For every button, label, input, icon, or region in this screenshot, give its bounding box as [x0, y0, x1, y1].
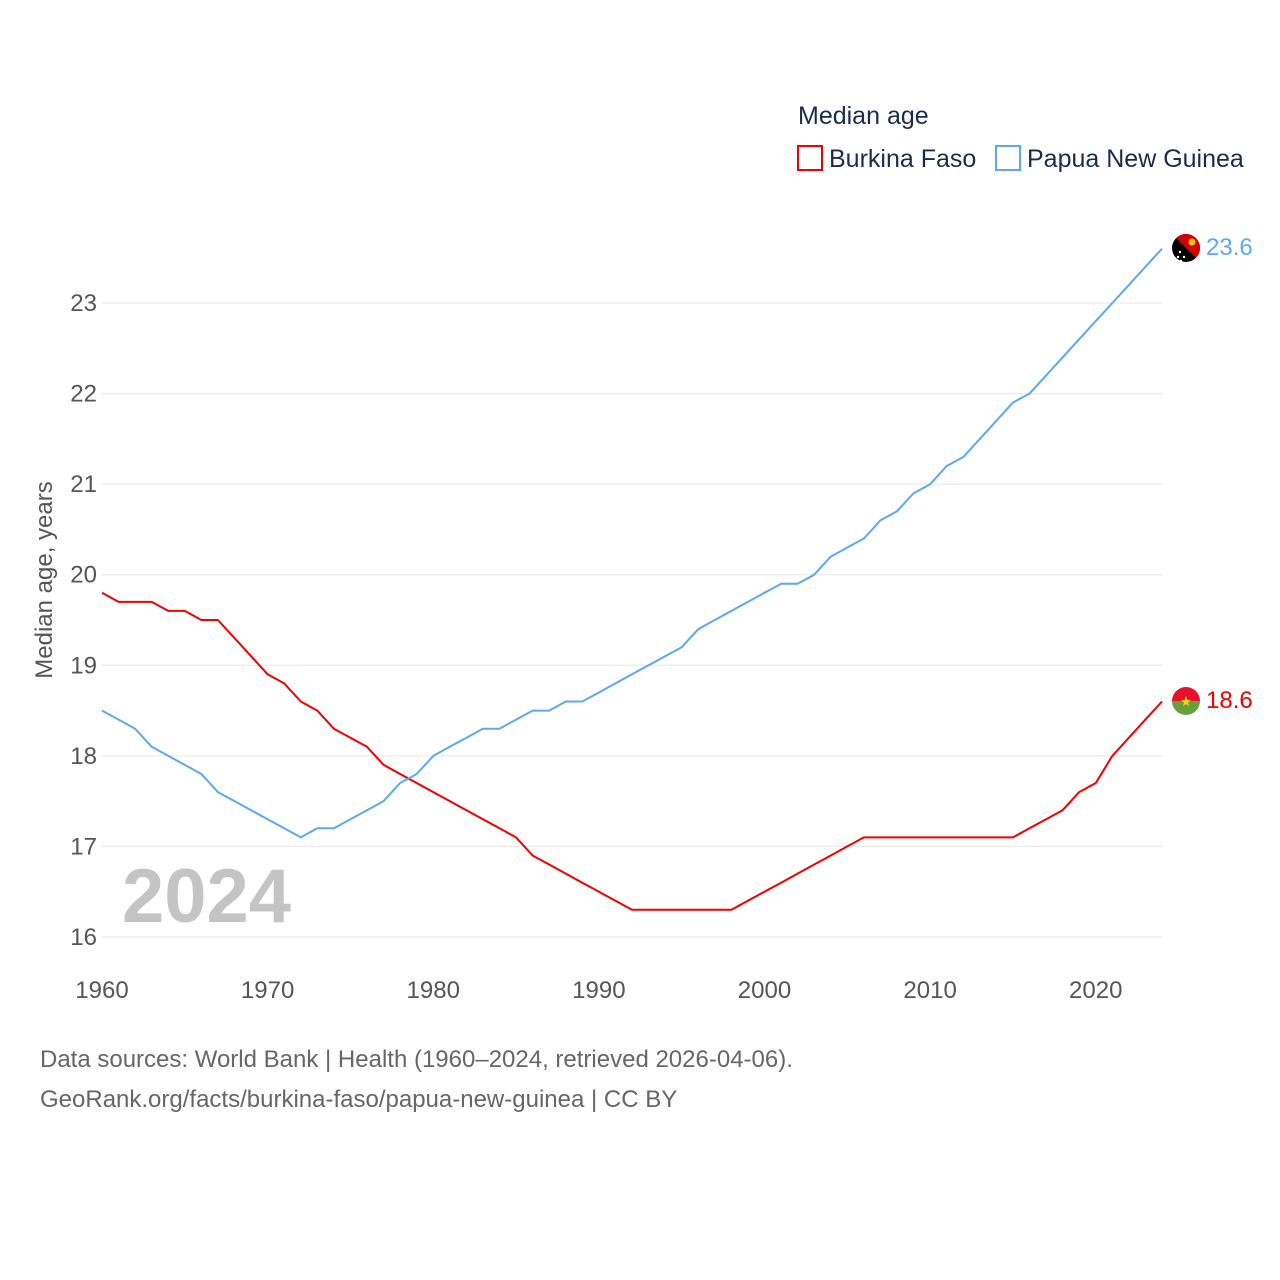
x-tick-label: 1960 [75, 977, 128, 1004]
x-tick-label: 1970 [241, 977, 294, 1004]
x-tick-labels: 1960 1970 1980 1990 2000 2010 2020 [75, 977, 1122, 1004]
papua-new-guinea-flag-icon [1172, 234, 1200, 262]
y-axis-label: Median age, years [31, 481, 58, 678]
y-tick-label: 17 [70, 833, 97, 860]
series-line-papua-new-guinea [101, 248, 1163, 839]
legend: Median age Burkina Faso Papua New Guinea [797, 102, 1244, 173]
series-lines [101, 248, 1163, 911]
x-tick-label: 1980 [407, 977, 460, 1004]
legend-label-burkina-faso: Burkina Faso [829, 145, 976, 173]
footer-attribution: GeoRank.org/facts/burkina-faso/papua-new… [40, 1086, 678, 1113]
y-tick-label: 19 [70, 652, 97, 679]
x-tick-label: 2000 [738, 977, 791, 1004]
y-tick-label: 20 [70, 562, 97, 589]
year-watermark: 2024 [122, 854, 291, 939]
legend-swatch-burkina-faso [797, 145, 823, 171]
y-tick-label: 16 [70, 924, 97, 951]
end-flags [1172, 234, 1200, 715]
x-tick-label: 1990 [572, 977, 625, 1004]
footer-sources: Data sources: World Bank | Health (1960–… [40, 1046, 793, 1073]
grid [102, 302, 1162, 938]
y-tick-label: 23 [70, 290, 97, 317]
x-tick-label: 2020 [1069, 977, 1122, 1004]
burkina-faso-flag-icon [1172, 687, 1200, 715]
series-line-burkina-faso [101, 591, 1163, 911]
x-tick-label: 2010 [903, 977, 956, 1004]
end-label-burkina-faso: 18.6 [1206, 687, 1253, 714]
y-tick-label: 18 [70, 743, 97, 770]
legend-swatch-papua-new-guinea [995, 145, 1021, 171]
y-tick-labels: 16 17 18 19 20 21 22 23 [70, 290, 97, 951]
y-tick-label: 21 [70, 471, 97, 498]
legend-title: Median age [798, 102, 929, 130]
legend-label-papua-new-guinea: Papua New Guinea [1027, 145, 1244, 173]
end-label-papua-new-guinea: 23.6 [1206, 234, 1253, 261]
y-tick-label: 22 [70, 381, 97, 408]
